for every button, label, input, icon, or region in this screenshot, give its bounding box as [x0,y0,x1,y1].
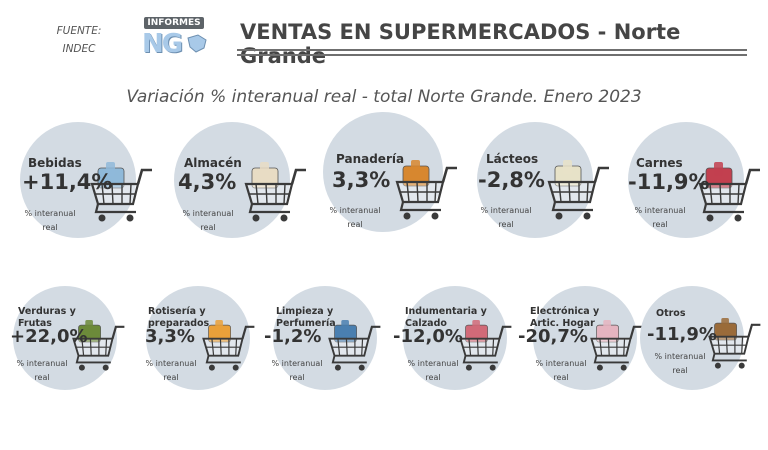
unit-note-line-2: real [498,220,514,229]
category-label-line: Verduras y [18,306,76,317]
unit-note: % interanual real [12,357,72,385]
bottles-icon [90,162,152,222]
unit-note-line-2: real [347,220,363,229]
source-label: FUENTE: INDEC [44,22,114,58]
unit-note: % interanual real [476,204,536,232]
value-label: -20,7% [518,326,588,347]
category-label-line: Lácteos [486,152,539,166]
unit-note-line-1: % interanual [407,359,459,368]
informes-ng-logo: INFORMES NG [142,14,212,60]
unit-note: % interanual real [403,357,463,385]
category-label-line: Rotisería y [148,306,206,317]
logo-main-text: NG [142,29,183,59]
unit-note-line-1: % interanual [535,359,587,368]
category-label-line: Frutas [18,318,52,329]
category-label: Lácteos [486,152,538,166]
unit-note: % interanual real [630,204,690,232]
category-label-line: Almacén [184,156,242,170]
unit-note-line-2: real [289,373,305,382]
unit-note: % interanual real [267,357,327,385]
cleaning-products-icon [328,319,381,371]
rotisserie-icon [202,319,255,371]
category-label-line: Perfumería [276,318,336,329]
boxes-icon [708,317,761,369]
meat-icon [698,162,760,222]
unit-note-line-2: real [553,373,569,382]
category-label: Otros [656,308,685,320]
category-label-line: Indumentaria y [405,306,487,317]
category-label: Bebidas [28,156,82,170]
appliance-icon [590,319,643,371]
source-line-2: INDEC [62,43,96,55]
category-label: Verduras y Frutas [18,306,76,330]
unit-note-line-2: real [672,366,688,375]
category-label-line: Panadería [336,152,405,166]
category-label-line: Limpieza y [276,306,334,317]
value-label: 4,3% [178,170,237,194]
unit-note-line-1: % interanual [16,359,68,368]
category-label: Rotisería y preparados [148,306,209,330]
value-label: -11,9% [647,324,717,345]
unit-note-line-2: real [652,220,668,229]
value-label: +22,0% [10,326,88,347]
unit-note-line-1: % interanual [24,209,76,218]
category-label-line: preparados [148,318,210,329]
unit-note-line-1: % interanual [271,359,323,368]
clothing-icon [459,319,512,371]
category-label-line: Electrónica y [530,306,600,317]
value-label: 3,3% [145,326,195,347]
unit-note-line-1: % interanual [145,359,197,368]
unit-note: % interanual real [141,357,201,385]
value-label: -12,0% [393,326,463,347]
category-label: Indumentaria y Calzado [405,306,487,330]
value-label: -1,2% [264,326,322,347]
pantry-box-icon [244,162,306,222]
logo-top-text: INFORMES [144,17,204,29]
region-map-icon [187,34,207,53]
category-label-line: Bebidas [28,156,82,170]
page-title: VENTAS EN SUPERMERCADOS - Norte Grande [240,20,681,68]
unit-note-line-2: real [42,223,58,232]
category-label-line: Carnes [636,156,683,170]
unit-note: % interanual real [531,357,591,385]
bread-icon [395,160,457,220]
category-label: Carnes [636,156,683,170]
title-rule-bottom [237,54,747,56]
category-label-line: Calzado [405,318,447,329]
category-label-line: Otros [656,308,686,319]
vegetables-icon [72,319,125,371]
category-label: Limpieza y Perfumería [276,306,336,330]
unit-note: % interanual real [20,207,80,235]
unit-note: % interanual real [650,350,710,378]
title-rule-top [237,49,747,51]
unit-note: % interanual real [325,204,385,232]
unit-note-line-1: % interanual [480,206,532,215]
category-label: Electrónica y Artic. Hogar [530,306,599,330]
unit-note: % interanual real [178,207,238,235]
unit-note-line-1: % interanual [329,206,381,215]
chart-subtitle: Variación % interanual real - total Nort… [126,87,642,107]
unit-note-line-1: % interanual [654,352,706,361]
unit-note-line-2: real [163,373,179,382]
unit-note-line-1: % interanual [182,209,234,218]
unit-note-line-2: real [34,373,50,382]
unit-note-line-2: real [200,223,216,232]
value-label: 3,3% [332,168,391,192]
category-label: Panadería [336,152,404,166]
value-label: -2,8% [478,168,545,192]
category-label-line: Artic. Hogar [530,318,595,329]
milk-icon [547,160,609,220]
source-line-1: FUENTE: [56,25,102,37]
value-label: -11,9% [628,170,710,194]
value-label: +11,4% [22,170,113,194]
unit-note-line-2: real [425,373,441,382]
unit-note-line-1: % interanual [634,206,686,215]
category-label: Almacén [184,156,242,170]
